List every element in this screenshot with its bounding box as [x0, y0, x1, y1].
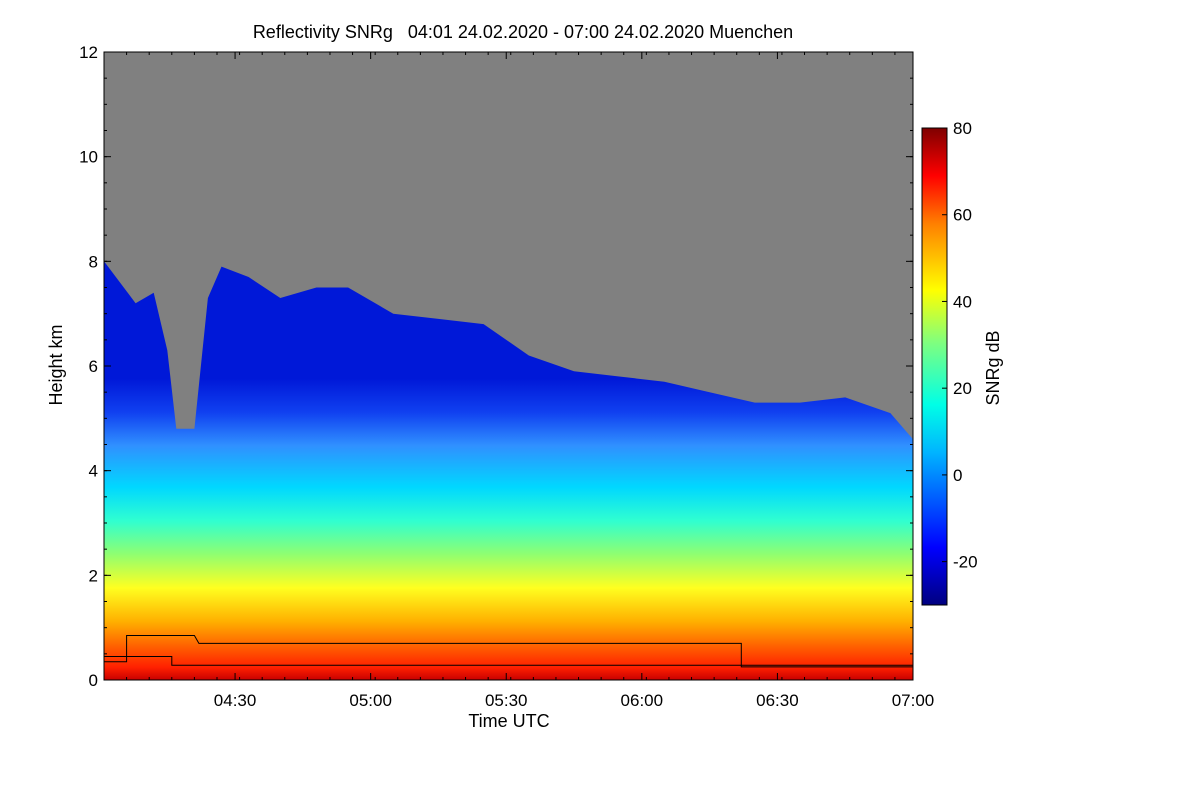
- x-tick-label: 07:00: [892, 691, 935, 710]
- colorbar-tick-label: -20: [953, 553, 978, 572]
- x-tick-label: 06:30: [756, 691, 799, 710]
- y-tick-label: 0: [89, 671, 98, 690]
- line-series-1: [104, 635, 913, 668]
- colorbar-tick-label: 60: [953, 206, 972, 225]
- y-axis-label: Height km: [46, 324, 66, 405]
- y-tick-label: 10: [79, 148, 98, 167]
- reflectivity-field: [104, 261, 913, 680]
- x-tick-label: 06:00: [621, 691, 664, 710]
- y-axis: 0 2 4 6 8 10 12: [79, 43, 913, 690]
- x-axis: 04:30 05:00 05:30 06:00 06:30 07:00: [103, 52, 935, 710]
- colorbar-gradient: [921, 127, 948, 606]
- line-series-group: [104, 635, 913, 668]
- colorbar-tick-label: 80: [953, 119, 972, 138]
- x-tick-label: 05:30: [485, 691, 528, 710]
- x-tick-label: 05:00: [349, 691, 392, 710]
- colorbar: -20 0 20 40 60 80 SNRg dB: [921, 119, 1003, 606]
- plot-area: 04:30 05:00 05:30 06:00 06:30 07:00 0 2 4 6 8 10 12: [79, 43, 934, 710]
- colorbar-tick-label: 40: [953, 292, 972, 311]
- y-tick-label: 4: [89, 462, 98, 481]
- colorbar-tick-label: 20: [953, 379, 972, 398]
- chart-title: Reflectivity SNRg 04:01 24.02.2020 - 07:…: [253, 22, 793, 42]
- y-tick-label: 12: [79, 43, 98, 62]
- y-tick-label: 6: [89, 357, 98, 376]
- colorbar-label: SNRg dB: [983, 330, 1003, 405]
- x-axis-label: Time UTC: [468, 711, 549, 731]
- y-tick-label: 2: [89, 566, 98, 585]
- colorbar-tick-label: 0: [953, 466, 962, 485]
- colorbar-ticks: -20 0 20 40 60 80: [942, 119, 978, 572]
- y-tick-label: 8: [89, 252, 98, 271]
- x-tick-label: 04:30: [214, 691, 257, 710]
- line-series-2: [104, 656, 913, 666]
